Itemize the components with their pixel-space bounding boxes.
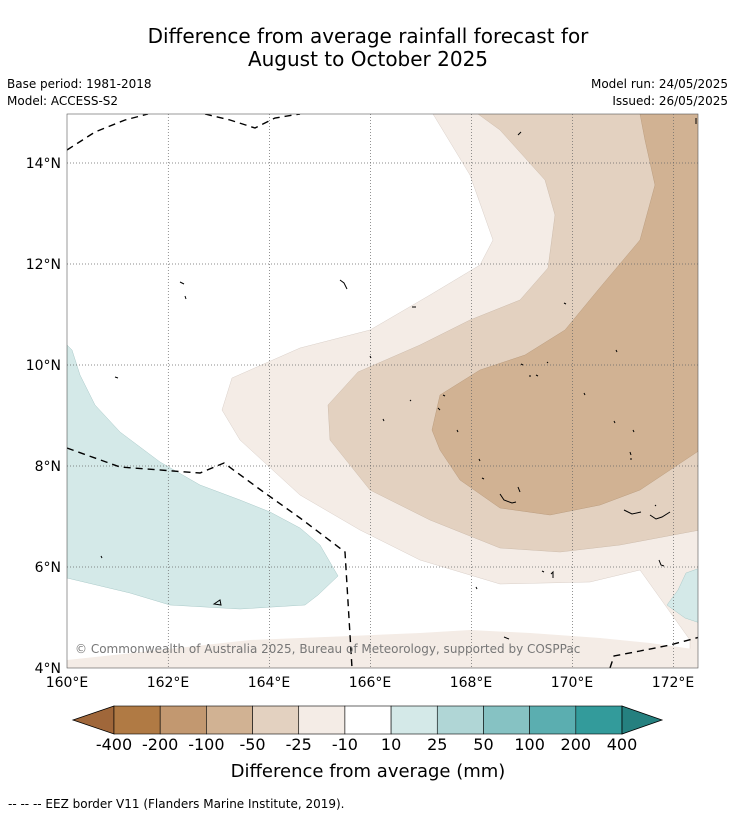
x-tick-170: 170°E: [551, 675, 594, 691]
colorbar-tick: -25: [285, 735, 312, 754]
y-tick-14: 14°N: [26, 156, 61, 172]
base-period-label: Base period: 1981-2018: [7, 77, 152, 91]
issued-label: Issued: 26/05/2025: [612, 94, 728, 108]
colorbar-segment: [113, 705, 161, 735]
x-tick-172: 172°E: [652, 675, 695, 691]
colorbar-tick: 10: [380, 735, 402, 754]
x-tick-168: 168°E: [450, 675, 493, 691]
colorbar-segment: [575, 705, 623, 735]
contour-band-minus50: [431, 114, 698, 516]
colorbar-tick: -200: [142, 735, 179, 754]
colorbar-extend-low: [71, 705, 115, 735]
colorbar-segment: [436, 705, 484, 735]
colorbar-segment: [344, 705, 392, 735]
contour-band-south-minus10: [67, 630, 698, 668]
copyright-text: © Commonwealth of Australia 2025, Bureau…: [75, 642, 580, 656]
colorbar-tick: 25: [427, 735, 448, 754]
colorbar-tick: -10: [331, 735, 358, 754]
x-axis-ticks: 160°E 162°E 164°E 166°E 168°E 170°E 172°…: [46, 675, 695, 691]
eez-border-north: [67, 114, 149, 151]
map-frame: [66, 113, 699, 669]
colorbar-label: Difference from average (mm): [230, 761, 506, 782]
graticule: [67, 114, 698, 668]
x-tick-162: 162°E: [147, 675, 190, 691]
footnote: -- -- -- EEZ border V11 (Flanders Marine…: [8, 797, 345, 811]
x-tick-164: 164°E: [248, 675, 291, 691]
eez-borders: [67, 114, 698, 668]
y-tick-6: 6°N: [35, 560, 61, 576]
model-label: Model: ACCESS-S2: [7, 94, 119, 108]
model-run-label: Model run: 24/05/2025: [590, 77, 728, 91]
chart-title-line1: Difference from average rainfall forecas…: [147, 24, 589, 48]
colorbar-tick: 400: [606, 735, 638, 754]
colorbar-segment: [529, 705, 577, 735]
colorbar-segment: [483, 705, 530, 735]
y-tick-8: 8°N: [35, 459, 61, 475]
contour-band-plus10-east: [666, 568, 698, 623]
contour-band-plus10-west: [67, 344, 339, 610]
colorbar-tick: -400: [95, 735, 133, 754]
colorbar-segment: [206, 705, 253, 735]
colorbar-tick: -100: [188, 735, 225, 754]
eez-border-central: [67, 447, 353, 668]
x-tick-166: 166°E: [349, 675, 392, 691]
colorbar-segment: [159, 705, 207, 735]
y-tick-4: 4°N: [35, 661, 61, 677]
colorbar-tick: -50: [239, 735, 266, 754]
y-axis-ticks: 4°N 6°N 8°N 10°N 12°N 14°N: [26, 156, 61, 677]
colorbar-tick: 100: [514, 735, 545, 754]
x-tick-160: 160°E: [46, 675, 89, 691]
y-tick-10: 10°N: [26, 358, 61, 374]
eez-border-north-2: [204, 114, 301, 129]
colorbar-segment: [252, 705, 300, 735]
colorbar-segment: [390, 705, 438, 735]
colorbar-extend-high: [621, 705, 664, 735]
islands: [100, 118, 697, 640]
map-panel: [67, 114, 698, 668]
y-tick-12: 12°N: [26, 257, 61, 273]
colorbar-tick: 50: [473, 735, 494, 754]
colorbar-tick: 200: [560, 735, 592, 754]
colorbar: [71, 705, 664, 735]
colorbar-segment: [298, 705, 346, 735]
eez-border-southeast: [609, 636, 698, 668]
chart-title-line2: August to October 2025: [247, 47, 489, 71]
